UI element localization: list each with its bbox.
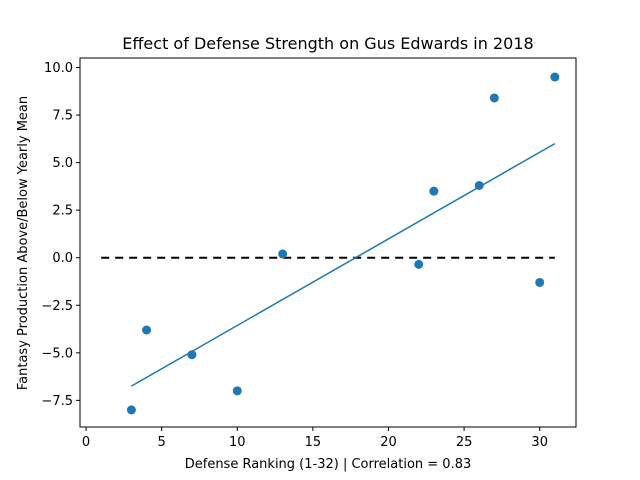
y-axis: −7.5 −5.0 −2.5 0.0 2.5 5.0 7.5 10.0 [41, 61, 80, 409]
x-tick-label: 15 [305, 435, 322, 450]
y-tick-label: 2.5 [52, 204, 73, 219]
data-point [429, 186, 439, 196]
y-tick-label: 0.0 [52, 251, 73, 266]
y-tick-label: −2.5 [41, 299, 73, 314]
y-tick-label: 7.5 [52, 109, 73, 124]
data-point [187, 350, 197, 360]
x-tick-label: 10 [229, 435, 246, 450]
x-axis: 0 5 10 15 20 25 30 [82, 427, 548, 450]
data-point [126, 405, 136, 415]
trend-line [131, 142, 556, 387]
plot-area [101, 72, 560, 415]
x-axis-label: Defense Ranking (1-32) | Correlation = 0… [185, 457, 472, 472]
data-point [550, 72, 560, 82]
data-point [474, 180, 484, 190]
data-point [278, 249, 288, 259]
data-point [535, 277, 545, 287]
y-axis-label: Fantasy Production Above/Below Yearly Me… [16, 96, 31, 390]
y-tick-label: −7.5 [41, 394, 73, 409]
x-tick-label: 0 [82, 435, 90, 450]
plot-frame [79, 57, 577, 428]
x-tick-label: 20 [380, 435, 397, 450]
x-tick-label: 30 [531, 435, 548, 450]
data-point [232, 386, 242, 396]
x-tick-label: 5 [158, 435, 166, 450]
y-tick-label: 5.0 [52, 156, 73, 171]
data-point [414, 259, 424, 269]
data-point [142, 325, 152, 335]
data-point [489, 93, 499, 103]
chart-title: Effect of Defense Strength on Gus Edward… [122, 34, 533, 53]
x-tick-label: 25 [456, 435, 473, 450]
y-tick-label: −5.0 [41, 346, 73, 361]
y-tick-label: 10.0 [44, 61, 73, 76]
